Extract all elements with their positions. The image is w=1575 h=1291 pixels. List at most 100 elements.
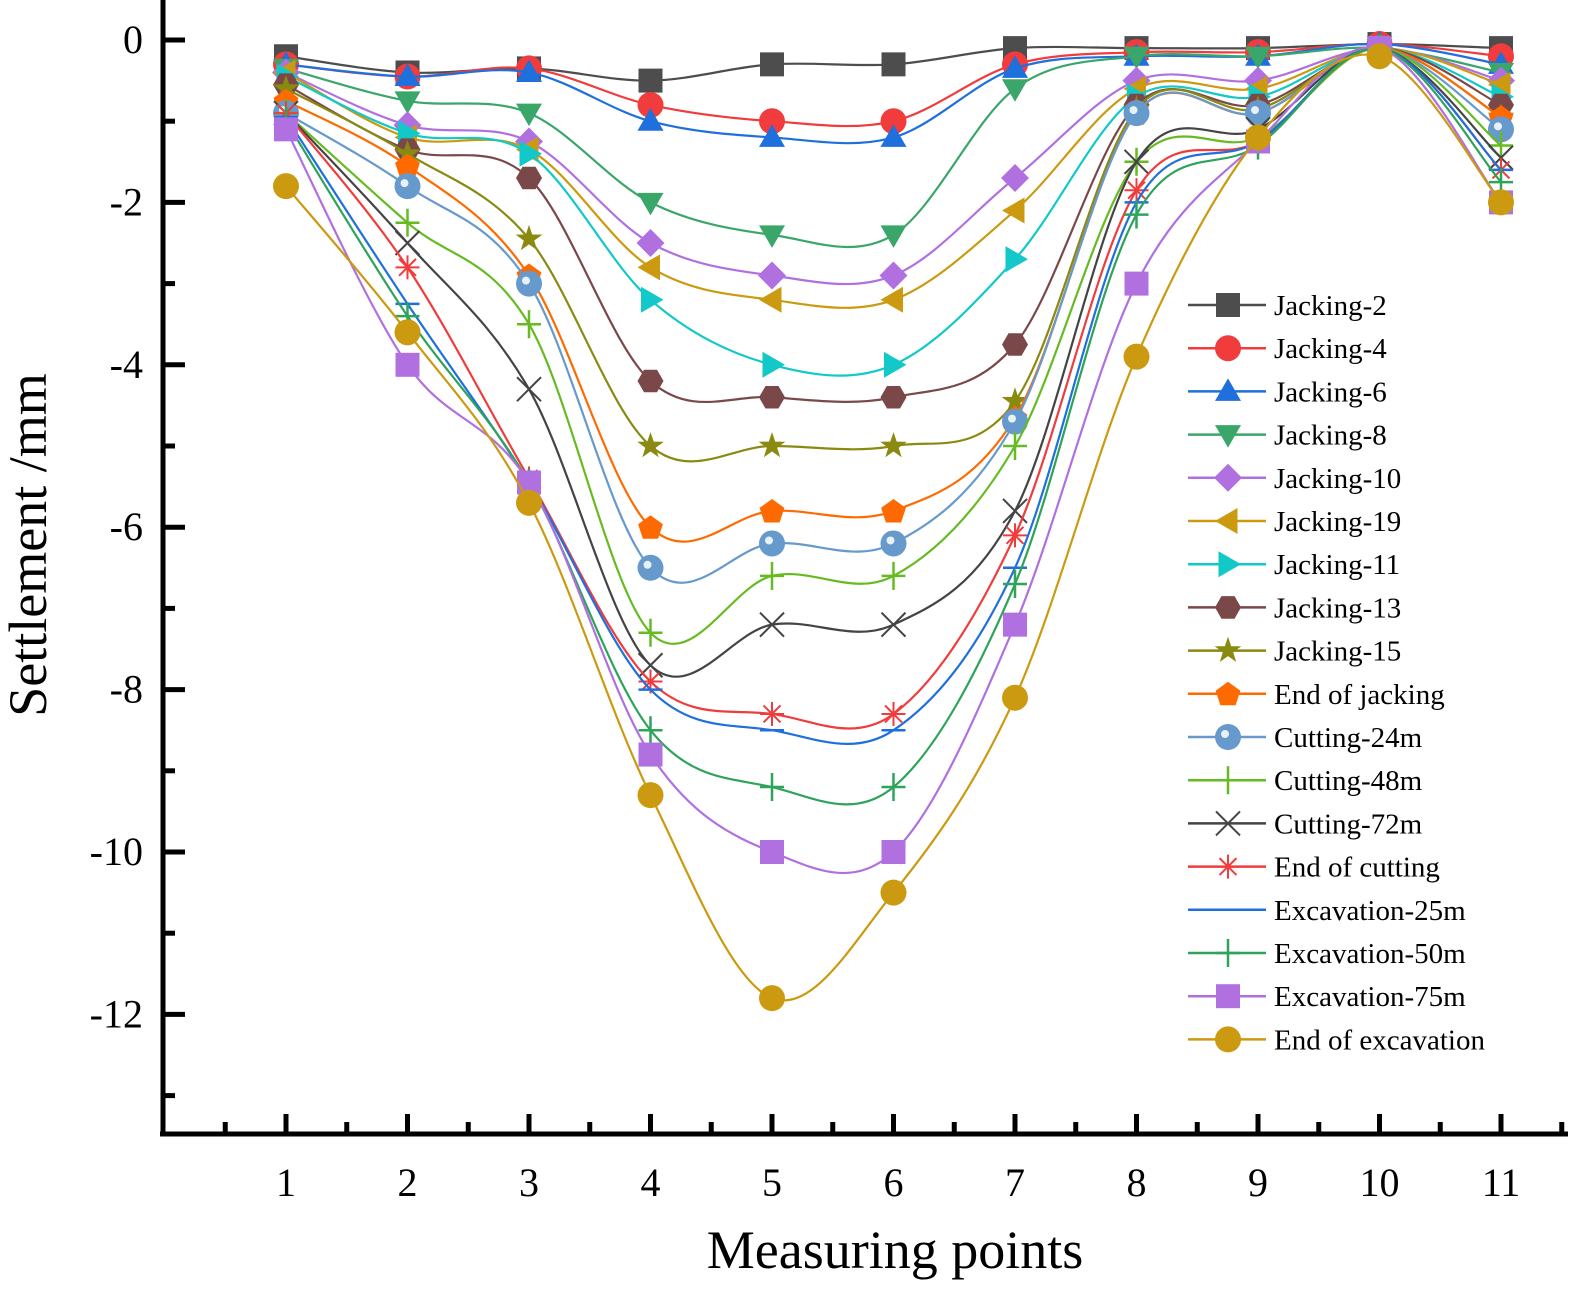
legend-marker — [1215, 508, 1238, 534]
legend-item: Jacking-2 — [1188, 290, 1387, 322]
data-point — [516, 59, 542, 82]
marker-stroke — [1123, 149, 1150, 175]
marker-stroke — [759, 611, 785, 638]
marker-stroke — [1002, 498, 1028, 524]
marker-stroke — [394, 230, 421, 256]
data-point — [636, 229, 665, 257]
marker-stroke — [1488, 145, 1514, 171]
marker-highlight — [522, 276, 530, 285]
data-point — [394, 91, 421, 114]
data-point — [394, 139, 421, 165]
legend-item: Jacking-10 — [1188, 463, 1401, 495]
data-point — [394, 173, 421, 200]
y-tick-label: -4 — [110, 342, 143, 387]
data-point — [274, 117, 298, 142]
data-point — [881, 840, 906, 864]
y-tick-label: -6 — [110, 504, 143, 549]
x-tick-label: 2 — [398, 1160, 418, 1205]
legend-label: Cutting-48m — [1274, 765, 1423, 797]
marker-body — [516, 270, 542, 297]
data-point — [880, 611, 907, 638]
data-point — [1245, 124, 1271, 151]
series-line — [285, 46, 1502, 806]
x-tick-label: 1 — [276, 1160, 296, 1205]
data-point — [517, 310, 541, 339]
data-point — [516, 270, 542, 297]
x-tick-label: 7 — [1005, 1160, 1025, 1205]
data-point — [880, 386, 907, 409]
data-point — [395, 208, 420, 237]
data-point — [1124, 200, 1149, 229]
y-tick-label: -12 — [90, 991, 143, 1036]
legend-item: Jacking-19 — [1188, 506, 1401, 538]
data-point — [760, 840, 784, 864]
x-tick-label: 6 — [884, 1160, 904, 1205]
data-point — [1002, 79, 1028, 102]
legend-item: Excavation-50m — [1188, 938, 1466, 970]
y-tick-label: -10 — [90, 829, 143, 874]
marker-body — [759, 530, 785, 557]
legend: Jacking-2 Jacking-4 Jacking-6 Jacking-8 Jack… — [1188, 290, 1485, 1056]
x-tick-label: 10 — [1360, 1160, 1400, 1205]
marker-highlight — [1251, 106, 1259, 115]
data-point — [1003, 523, 1027, 548]
x-tick-label: 9 — [1248, 1160, 1268, 1205]
data-point — [395, 255, 420, 280]
legend-label: End of cutting — [1274, 852, 1440, 884]
legend-label: Jacking-15 — [1274, 636, 1401, 668]
legend-marker — [1215, 1026, 1241, 1053]
data-point — [1123, 149, 1150, 175]
data-point — [638, 68, 663, 93]
legend-marker — [1215, 335, 1241, 362]
marker-highlight — [400, 179, 409, 188]
data-point — [881, 701, 906, 726]
data-point — [880, 286, 903, 313]
marker-highlight — [1494, 122, 1502, 131]
data-point — [759, 499, 785, 523]
data-point — [1003, 570, 1027, 599]
data-point — [760, 773, 784, 802]
data-point — [880, 108, 907, 135]
data-point — [516, 166, 542, 190]
axes: 0 -2 -4 -6 -8 -10 -12 1 2 3 4 5 6 7 8 9 10 11 — [90, 0, 1568, 1205]
data-point — [516, 489, 542, 516]
data-point — [1488, 71, 1511, 98]
data-point — [1245, 46, 1271, 70]
legend-item: End of jacking — [1188, 679, 1445, 711]
data-point — [759, 108, 785, 135]
data-point — [1123, 343, 1150, 370]
data-point — [394, 319, 421, 346]
data-point — [638, 716, 663, 745]
legend-label: End of jacking — [1274, 679, 1445, 711]
data-point — [1488, 116, 1514, 143]
data-point — [1123, 100, 1150, 127]
data-point — [1003, 432, 1027, 460]
data-point — [759, 124, 785, 147]
y-tick-label: -8 — [110, 667, 143, 712]
data-point — [759, 530, 785, 557]
data-point — [1488, 189, 1514, 216]
legend-item: Excavation-75m — [1188, 981, 1466, 1013]
marker-highlight — [1129, 106, 1138, 115]
data-point — [1001, 164, 1029, 192]
data-point — [516, 103, 542, 127]
data-point — [637, 369, 664, 393]
legend-label: Cutting-24m — [1274, 722, 1423, 754]
data-point — [1123, 46, 1150, 70]
legend-marker — [1215, 724, 1241, 750]
legend-label: Jacking-2 — [1274, 290, 1387, 322]
data-point — [1001, 387, 1029, 413]
series-line — [285, 47, 1502, 377]
legend-marker — [1215, 425, 1241, 448]
marker-body — [637, 554, 664, 581]
data-point — [637, 432, 664, 458]
data-point — [759, 611, 785, 638]
data-point — [881, 773, 906, 802]
data-point — [879, 261, 908, 290]
data-point — [637, 192, 664, 216]
marker-stroke — [1218, 857, 1238, 876]
data-point — [638, 742, 663, 767]
data-point — [881, 499, 906, 523]
data-point — [880, 225, 907, 248]
data-point — [760, 52, 784, 77]
